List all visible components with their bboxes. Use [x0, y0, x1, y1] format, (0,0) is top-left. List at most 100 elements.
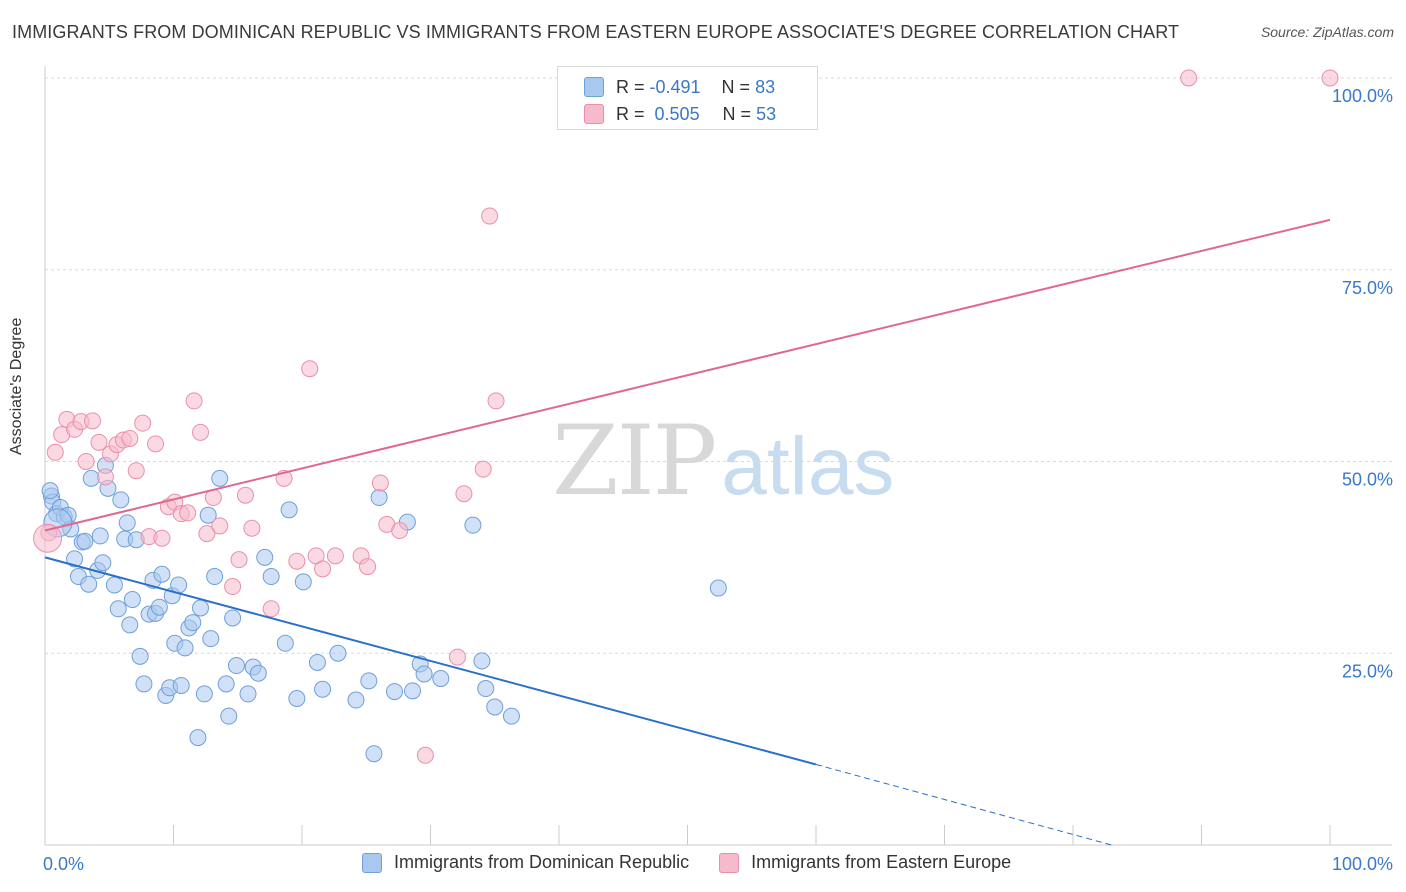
point-dominican [370, 489, 388, 507]
stats-row-dominican: R = -0.491 N = 83 [584, 75, 775, 99]
point-dominican [131, 647, 149, 665]
legend-swatch-blue [362, 852, 382, 873]
point-dominican [239, 685, 257, 703]
y-axis-label: Associate's Degree [8, 317, 25, 455]
point-dominican [502, 707, 520, 725]
chart-title: IMMIGRANTS FROM DOMINICAN REPUBLIC VS IM… [12, 22, 1180, 42]
series-legend: Immigrants from Dominican Republic Immig… [362, 852, 1041, 873]
y-tick-label: 50.0% [1342, 470, 1393, 490]
point-eastern-europe [487, 392, 505, 410]
point-eastern-europe [185, 392, 203, 410]
point-eastern-europe [391, 522, 409, 540]
point-eastern-europe [481, 207, 499, 225]
n-label: N = [722, 103, 752, 124]
point-eastern-europe [371, 474, 389, 492]
point-dominican [80, 575, 98, 593]
n-value-dominican: 83 [755, 76, 776, 97]
point-dominican [172, 676, 190, 694]
point-dominican [404, 682, 422, 700]
point-eastern-europe [90, 433, 108, 451]
point-dominican [41, 482, 59, 500]
point-dominican [308, 653, 326, 671]
point-dominican [415, 665, 433, 683]
point-eastern-europe [301, 360, 319, 378]
point-dominican [220, 707, 238, 725]
point-eastern-europe [84, 412, 102, 430]
y-tick-label: 25.0% [1342, 661, 1393, 681]
trendline-dominican-extension [815, 763, 1112, 846]
trendline-dominican [44, 556, 817, 766]
r-value-dominican: -0.491 [649, 76, 701, 97]
n-value-eastern-europe: 53 [756, 103, 777, 124]
point-dominican [280, 501, 298, 519]
point-dominican [153, 565, 171, 583]
point-eastern-europe [236, 486, 254, 504]
point-eastern-europe [46, 443, 64, 461]
point-eastern-europe [179, 504, 197, 522]
point-dominican [76, 532, 94, 550]
point-dominican [365, 745, 383, 763]
trend-layer [44, 218, 1331, 846]
point-dominican [224, 609, 242, 627]
point-eastern-europe [474, 460, 492, 478]
point-eastern-europe [33, 523, 63, 553]
point-eastern-europe [191, 423, 209, 441]
point-dominican [477, 680, 495, 698]
point-eastern-europe [230, 551, 248, 569]
point-dominican [473, 652, 491, 670]
point-dominican [170, 576, 188, 594]
point-eastern-europe [127, 462, 145, 480]
point-dominican [217, 675, 235, 693]
legend-label-eastern-europe: Immigrants from Eastern Europe [751, 852, 1012, 872]
point-dominican [123, 591, 141, 609]
point-dominican [314, 680, 332, 698]
point-dominican [199, 506, 217, 524]
point-dominican [195, 685, 213, 703]
r-label: R = [616, 76, 645, 97]
source-note: Source: ZipAtlas.com [1260, 24, 1394, 40]
y-tick-label: 75.0% [1342, 278, 1393, 298]
point-eastern-europe [326, 547, 344, 565]
y-tick-label: 100.0% [1332, 86, 1393, 106]
point-dominican [82, 469, 100, 487]
point-eastern-europe [288, 552, 306, 570]
point-dominican [109, 600, 127, 618]
stats-legend: R = -0.491 N = 83 R = 0.505 N = 53 [557, 66, 818, 130]
point-dominican [112, 491, 130, 509]
point-dominican [347, 691, 365, 709]
point-dominican [105, 576, 123, 594]
point-dominican [294, 573, 312, 591]
point-eastern-europe [416, 746, 434, 764]
point-eastern-europe [77, 453, 95, 470]
point-dominican [386, 683, 404, 701]
point-dominican [486, 698, 504, 716]
point-dominican [121, 616, 139, 634]
point-dominican [360, 672, 378, 690]
point-eastern-europe [121, 429, 139, 447]
point-dominican [211, 469, 229, 487]
legend-item-eastern-europe: Immigrants from Eastern Europe [719, 852, 1011, 873]
point-dominican [91, 527, 109, 545]
tick-label-layer: 25.0% 50.0% 75.0% 100.0% 0.0% 100.0% [43, 86, 1393, 874]
point-dominican [191, 599, 209, 617]
r-label: R = [616, 103, 645, 124]
legend-swatch-blue [584, 77, 604, 97]
point-eastern-europe [134, 414, 152, 432]
point-dominican [288, 690, 306, 708]
point-eastern-europe [147, 435, 165, 453]
point-eastern-europe [1180, 69, 1198, 87]
n-label: N = [721, 76, 751, 97]
point-dominican [66, 550, 84, 568]
point-dominican [262, 568, 280, 586]
point-dominican [184, 614, 202, 632]
point-eastern-europe [211, 517, 229, 535]
point-dominican [202, 630, 220, 648]
point-dominican [189, 729, 207, 747]
points-layer [33, 69, 1339, 764]
point-dominican [227, 657, 245, 675]
grid-layer [45, 77, 1392, 654]
legend-label-dominican: Immigrants from Dominican Republic [394, 852, 690, 872]
legend-swatch-pink [584, 104, 604, 124]
x-tick-label-max: 100.0% [1332, 854, 1393, 874]
